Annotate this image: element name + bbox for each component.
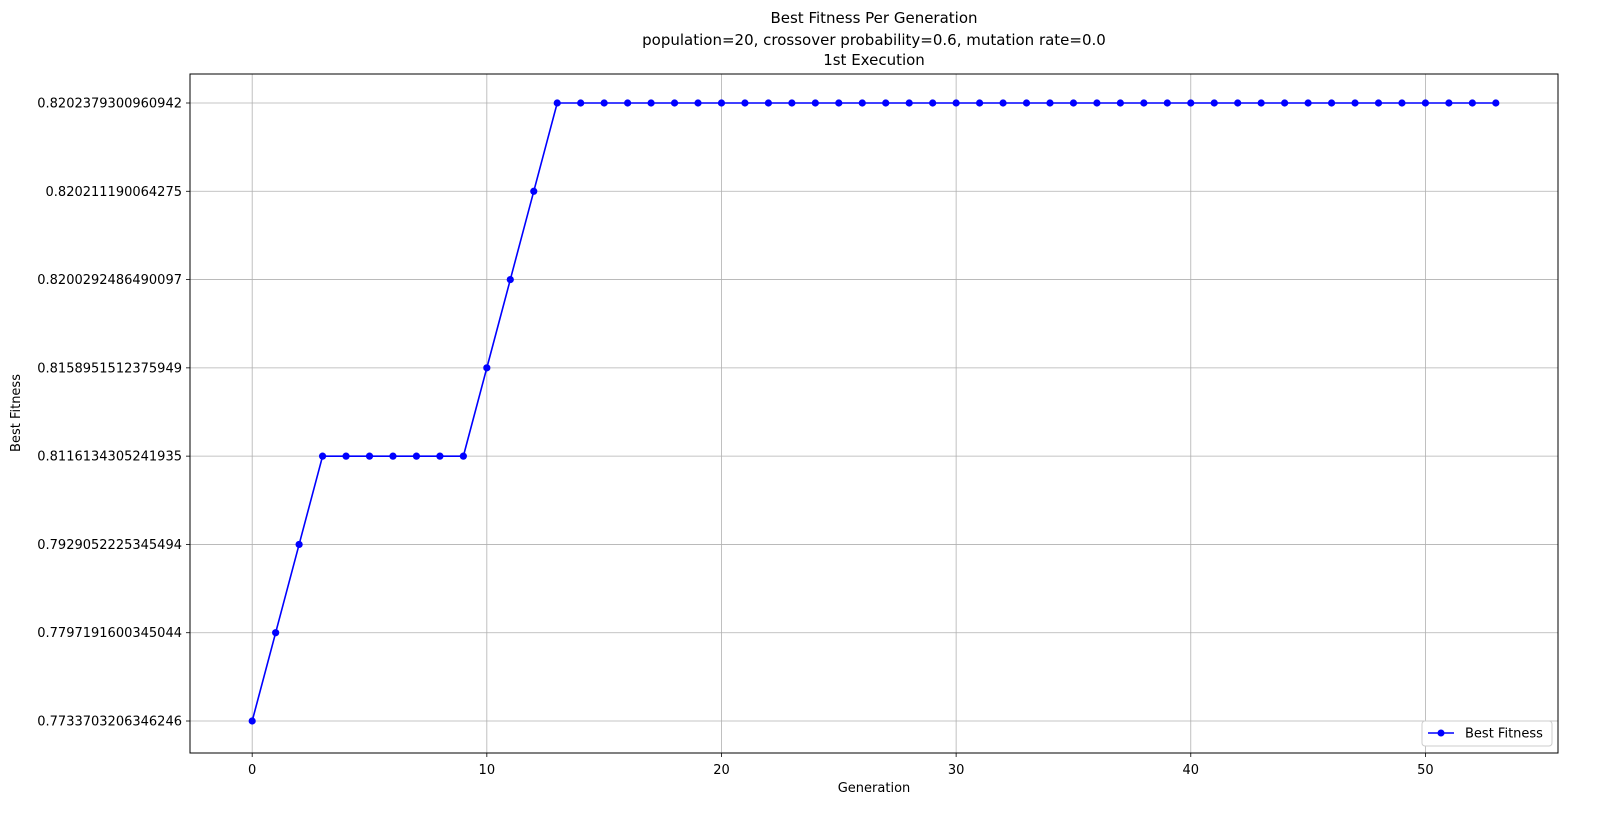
data-point xyxy=(483,364,491,372)
series-layer xyxy=(248,99,1500,725)
data-point xyxy=(1046,99,1054,107)
data-point xyxy=(600,99,608,107)
data-point xyxy=(1234,99,1242,107)
data-point xyxy=(647,99,655,107)
data-point xyxy=(389,452,397,460)
x-axis-ticks: 0 10 20 30 40 50 xyxy=(248,753,1434,778)
data-point xyxy=(318,452,327,460)
data-point xyxy=(1093,99,1101,107)
data-point xyxy=(1468,99,1476,107)
data-point xyxy=(436,452,444,460)
data-point xyxy=(577,99,585,107)
title-group: Best Fitness Per Generation population=2… xyxy=(642,9,1106,69)
grid xyxy=(190,74,1558,753)
data-point xyxy=(741,99,749,107)
chart-subtitle: population=20, crossover probability=0.6… xyxy=(642,31,1106,49)
data-point xyxy=(835,99,843,107)
data-point xyxy=(342,452,350,460)
data-point xyxy=(1281,99,1289,107)
x-tick-label: 20 xyxy=(713,763,730,778)
data-point xyxy=(952,99,960,107)
chart-subtitle-execution: 1st Execution xyxy=(823,51,925,69)
data-point xyxy=(717,99,726,107)
legend-box xyxy=(1421,720,1553,747)
y-tick-label: 0.8116134305241935 xyxy=(37,450,182,465)
y-tick-label: 0.7797191600345044 xyxy=(37,626,182,641)
data-point xyxy=(1187,99,1195,107)
series-line xyxy=(251,102,1496,722)
x-axis-label: Generation xyxy=(838,781,911,796)
y-tick-label: 0.820211190064275 xyxy=(46,185,182,200)
data-point xyxy=(624,99,632,107)
data-point xyxy=(530,187,538,195)
legend-label: Best Fitness xyxy=(1465,727,1543,742)
data-point xyxy=(1069,99,1078,107)
data-point xyxy=(811,99,819,107)
legend: Best Fitness xyxy=(1421,720,1553,747)
data-point xyxy=(553,99,561,107)
data-point xyxy=(1140,99,1148,107)
data-point xyxy=(905,99,913,107)
x-tick-label: 0 xyxy=(248,763,256,778)
y-tick-label: 0.8202379300960942 xyxy=(37,97,182,112)
data-point xyxy=(272,629,280,637)
data-point xyxy=(788,99,796,107)
data-point xyxy=(1445,99,1453,107)
y-tick-label: 0.7733703206346246 xyxy=(37,715,182,730)
data-point xyxy=(295,540,303,549)
y-tick-label: 0.8200292486490097 xyxy=(37,273,182,288)
data-point xyxy=(764,99,773,107)
data-point xyxy=(1421,99,1430,107)
data-point xyxy=(1116,99,1124,107)
data-point xyxy=(1210,99,1218,107)
data-point xyxy=(506,275,514,284)
plot-frame xyxy=(189,73,1559,754)
data-point xyxy=(1398,99,1406,107)
y-axis-ticks: 0.7733703206346246 0.7797191600345044 0.79… xyxy=(37,97,190,730)
data-point xyxy=(1374,99,1383,107)
data-point xyxy=(1304,99,1312,107)
x-tick-label: 30 xyxy=(948,763,965,778)
data-point xyxy=(412,452,421,460)
data-point xyxy=(1327,99,1336,107)
data-point xyxy=(670,99,679,107)
legend-marker xyxy=(1437,729,1445,737)
data-point xyxy=(694,99,702,107)
x-tick-label: 50 xyxy=(1417,763,1434,778)
data-point xyxy=(858,99,866,107)
data-point xyxy=(929,99,937,107)
y-tick-label: 0.7929052225345494 xyxy=(37,538,182,553)
data-point xyxy=(248,717,256,725)
x-tick-label: 40 xyxy=(1183,763,1200,778)
data-point xyxy=(999,99,1007,107)
data-point xyxy=(1257,99,1265,107)
y-axis-label: Best Fitness xyxy=(9,374,24,452)
data-point xyxy=(975,99,984,107)
data-point xyxy=(1022,99,1031,107)
chart-title: Best Fitness Per Generation xyxy=(770,9,977,27)
y-tick-label: 0.8158951512375949 xyxy=(37,361,182,376)
x-tick-label: 10 xyxy=(479,763,496,778)
data-point xyxy=(459,452,467,460)
data-point xyxy=(1163,99,1171,107)
data-point xyxy=(365,452,374,460)
data-point xyxy=(1492,99,1500,107)
data-point xyxy=(882,99,890,107)
data-point xyxy=(1351,99,1359,107)
